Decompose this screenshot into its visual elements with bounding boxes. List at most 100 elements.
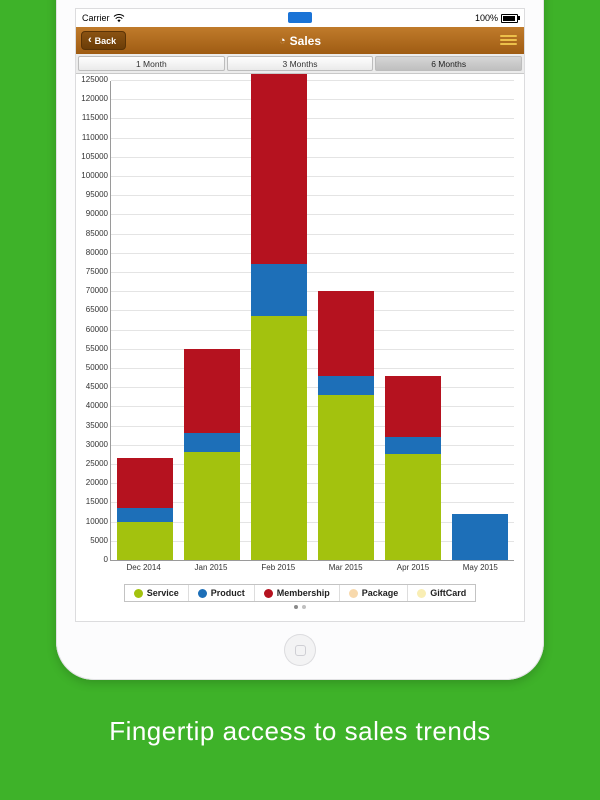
gridline (111, 233, 514, 235)
y-tick-label: 55000 (85, 343, 108, 353)
bar-segment-product[interactable] (116, 508, 173, 522)
y-tick-label: 15000 (85, 497, 108, 507)
bar-apr-2015[interactable] (385, 375, 442, 560)
y-tick-label: 35000 (85, 420, 108, 430)
bar-segment-service[interactable] (116, 521, 173, 560)
status-bar: Carrier 100% (76, 9, 524, 27)
y-tick-label: 70000 (85, 286, 108, 296)
gridline (111, 329, 514, 331)
y-tick-label: 85000 (85, 228, 108, 238)
battery-status: 100% (475, 13, 520, 23)
bar-feb-2015[interactable] (250, 74, 307, 560)
y-tick-label: 110000 (81, 132, 108, 142)
gridline (111, 368, 514, 369)
segment-1-month[interactable]: 1 Month (78, 56, 225, 71)
gridline (111, 310, 514, 312)
y-tick-label: 30000 (85, 439, 108, 449)
y-tick-label: 45000 (85, 382, 108, 392)
legend-item-product[interactable]: Product (187, 585, 254, 601)
gridline (111, 176, 514, 177)
legend-swatch (197, 588, 207, 598)
home-button[interactable] (284, 634, 316, 666)
bar-segment-product[interactable] (250, 264, 307, 317)
bar-segment-product[interactable] (318, 375, 375, 395)
status-blue-badge (288, 12, 312, 23)
gridline (111, 252, 514, 254)
y-tick-label: 40000 (85, 401, 108, 411)
bar-segment-service[interactable] (250, 316, 307, 560)
chart-plot: 0 5000 10000 15000 20000 25000 30000 35000 40000… (81, 74, 514, 564)
legend-page-dots[interactable] (76, 605, 524, 609)
y-tick-label: 5000 (90, 535, 108, 545)
navigation-bar: ‹ Back ◔ Sales (76, 27, 524, 54)
legend-swatch (348, 588, 358, 598)
y-tick-label: 50000 (85, 363, 108, 372)
chart-legend: Service Product Membership Package GiftCard (123, 584, 477, 602)
y-tick-label: 125000 (81, 75, 108, 84)
page-dot[interactable] (302, 605, 306, 609)
gridline (111, 425, 514, 427)
legend-item-giftcard[interactable]: GiftCard (407, 585, 475, 601)
gridline (111, 483, 514, 485)
x-axis-labels: Dec 2014 Jan 2015 Feb 2015 Mar 2015 Apr 2015… (110, 563, 514, 572)
carrier-status: Carrier (82, 13, 125, 23)
gridline (111, 540, 514, 542)
legend-item-service[interactable]: Service (125, 585, 188, 601)
gridline (111, 272, 514, 273)
bar-segment-membership[interactable] (385, 375, 442, 438)
x-tick-label: Jan 2015 (194, 563, 228, 572)
bar-segment-product[interactable] (183, 433, 240, 453)
y-tick-label: 25000 (85, 459, 108, 468)
app-screen: Carrier 100% ‹ Back ◔ Sales (75, 8, 525, 622)
gridline (111, 464, 514, 465)
hamburger-menu-icon[interactable] (500, 35, 517, 45)
y-tick-label: 10000 (85, 516, 108, 526)
y-tick-label: 115000 (81, 113, 108, 123)
y-tick-label: 100000 (81, 171, 108, 180)
y-tick-label: 20000 (85, 478, 108, 488)
bar-segment-membership[interactable] (250, 74, 307, 265)
page-dot[interactable] (294, 605, 298, 609)
back-button[interactable]: ‹ Back (81, 31, 127, 50)
bar-segment-membership[interactable] (183, 348, 240, 434)
y-tick-label: 75000 (85, 267, 108, 276)
bar-segment-product[interactable] (385, 437, 442, 455)
legend-label: Product (210, 588, 245, 598)
battery-icon (501, 13, 520, 23)
legend-item-membership[interactable]: Membership (253, 585, 339, 601)
x-tick-label: Mar 2015 (328, 563, 363, 572)
x-tick-label: Feb 2015 (261, 563, 296, 572)
y-tick-label: 80000 (85, 247, 108, 257)
wifi-icon (113, 13, 124, 22)
gridline (111, 291, 514, 293)
gridline (111, 156, 514, 158)
legend-label: Membership (276, 588, 330, 598)
gridline (111, 99, 514, 101)
bar-dec-2014[interactable] (116, 458, 173, 560)
bar-mar-2015[interactable] (318, 291, 375, 560)
page-title: ◔ Sales (279, 34, 321, 48)
bar-segment-product[interactable] (452, 513, 509, 560)
legend-label: Service (146, 588, 179, 598)
gridline (111, 118, 514, 120)
x-tick-label: Apr 2015 (396, 563, 430, 572)
y-tick-label: 105000 (81, 151, 108, 161)
bar-segment-service[interactable] (385, 454, 442, 560)
segment-6-months[interactable]: 6 Months (375, 56, 523, 71)
bar-jan-2015[interactable] (183, 348, 240, 560)
segment-3-months[interactable]: 3 Months (226, 56, 374, 71)
back-button-label: Back (94, 35, 117, 46)
back-chevron-icon: ‹ (88, 34, 92, 46)
bar-segment-membership[interactable] (318, 291, 375, 376)
legend-item-package[interactable]: Package (338, 585, 408, 601)
bar-segment-membership[interactable] (116, 458, 173, 509)
bar-segment-service[interactable] (183, 452, 240, 560)
legend-swatch (417, 588, 427, 598)
home-button-square-icon (294, 644, 306, 656)
bar-segment-service[interactable] (318, 394, 375, 560)
gridline (111, 195, 514, 197)
bar-may-2015[interactable] (452, 513, 509, 560)
marketing-caption: Fingertip access to sales trends (109, 716, 491, 746)
sales-chart: 0 5000 10000 15000 20000 25000 30000 35000 40000… (76, 74, 524, 609)
x-tick-label: May 2015 (462, 563, 498, 572)
